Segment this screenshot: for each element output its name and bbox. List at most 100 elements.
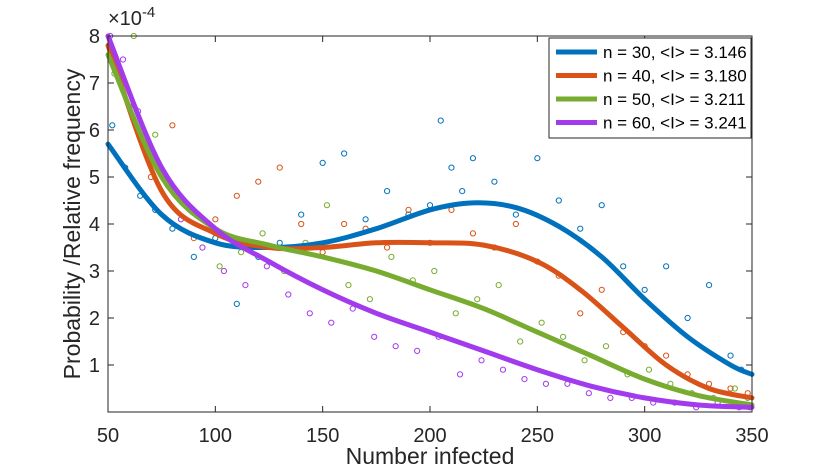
- scatter-point-series-3: [216, 263, 223, 270]
- scatter-point-series-2: [512, 220, 519, 228]
- scatter-point-series-4: [285, 291, 292, 298]
- scatter-point-series-4: [119, 56, 127, 63]
- scatter-point-series-1: [448, 164, 455, 171]
- scatter-point-series-4: [242, 282, 249, 289]
- scatter-point-series-3: [645, 366, 653, 373]
- scatter-point-series-2: [727, 385, 734, 392]
- scatter-point-series-4: [607, 394, 614, 401]
- scatter-point-series-2: [233, 192, 240, 199]
- scatter-point-series-1: [641, 286, 648, 293]
- y-axis-label: Probability /Relative frequency: [59, 68, 85, 379]
- x-tick-label: 200: [413, 425, 446, 447]
- ticks-layer: 50 100 150 200 250 300 350 1 2 3 4 5 6 7 8: [89, 26, 769, 447]
- scatter-point-series-3: [517, 338, 524, 345]
- scatter-point-series-3: [495, 282, 502, 289]
- scatter-point-series-2: [405, 206, 412, 213]
- scatter-point-series-3: [474, 296, 481, 303]
- scatter-point-series-3: [452, 310, 459, 317]
- fit-curve-series-1: [105, 141, 755, 377]
- scatter-point-series-4: [328, 319, 335, 326]
- scatter-point-series-3: [602, 343, 610, 350]
- scatter-point-series-3: [366, 296, 373, 303]
- legend-label-series-4: n = 60, <I> = 3.241: [603, 114, 747, 133]
- legend-label-series-2: n = 40, <I> = 3.180: [603, 67, 747, 86]
- scatter-point-series-3: [581, 357, 588, 364]
- scatter-point-series-3: [323, 202, 331, 209]
- x-tick-label: 350: [735, 425, 768, 447]
- legend-label-series-1: n = 30, <I> = 3.146: [603, 43, 747, 62]
- scatter-point-series-2: [598, 286, 605, 293]
- scatter-point-series-2: [341, 220, 348, 228]
- x-tick-label: 250: [521, 425, 554, 447]
- scatter-point-series-3: [388, 253, 395, 260]
- scatter-point-series-2: [469, 230, 477, 237]
- y-tick-label: 4: [89, 214, 100, 236]
- fit-curve-series-2: [105, 42, 755, 401]
- y-axis-exponent-power: -4: [142, 4, 155, 21]
- scatter-point-series-1: [190, 253, 197, 260]
- scatter-point-series-2: [255, 178, 262, 185]
- scatter-point-series-3: [345, 282, 352, 289]
- x-axis-label: Number infected: [346, 443, 515, 465]
- scatter-point-series-3: [431, 267, 438, 275]
- legend-label-series-3: n = 50, <I> = 3.211: [603, 90, 745, 109]
- x-tick-label: 300: [628, 425, 661, 447]
- scatter-point-series-1: [341, 150, 348, 157]
- scatter-point-series-1: [469, 155, 477, 162]
- scatter-point-series-3: [731, 385, 738, 392]
- scatter-point-series-3: [152, 131, 159, 138]
- scatter-point-series-1: [491, 178, 498, 185]
- scatter-point-series-1: [705, 282, 713, 289]
- scatter-point-series-4: [542, 380, 550, 387]
- scatter-point-series-1: [319, 159, 326, 166]
- scatter-point-series-4: [199, 244, 206, 251]
- scatter-point-series-4: [306, 310, 313, 317]
- fit-curve-series-3: [105, 52, 755, 408]
- scatter-point-series-4: [263, 263, 270, 270]
- scatter-point-series-4: [456, 371, 464, 378]
- scatter-point-series-4: [585, 390, 592, 397]
- scatter-point-series-3: [538, 319, 545, 326]
- scatter-point-series-1: [598, 202, 605, 209]
- scatter-point-series-1: [383, 188, 391, 195]
- y-tick-label: 2: [89, 308, 100, 330]
- scatter-point-series-1: [512, 211, 519, 218]
- scatter-point-series-4: [499, 366, 507, 373]
- scatter-point-series-2: [448, 206, 455, 213]
- scatter-point-series-1: [437, 117, 444, 124]
- y-tick-label: 3: [89, 261, 100, 283]
- y-axis-exponent-base: ×10: [108, 8, 142, 30]
- scatter-point-series-1: [663, 263, 670, 270]
- scatter-point-series-2: [383, 244, 391, 251]
- scatter-point-series-2: [276, 164, 283, 171]
- scatter-point-series-2: [298, 220, 305, 228]
- scatter-point-series-1: [555, 197, 562, 204]
- y-tick-label: 7: [89, 73, 100, 95]
- y-tick-label: 5: [89, 167, 100, 189]
- scatter-point-series-1: [276, 239, 283, 246]
- scatter-point-series-2: [212, 216, 219, 223]
- scatter-point-series-1: [534, 155, 541, 162]
- scatter-point-series-3: [259, 230, 266, 237]
- scatter-point-series-3: [559, 333, 567, 340]
- fit-curves-layer: [105, 33, 755, 410]
- scatter-point-series-1: [298, 211, 305, 218]
- legend: n = 30, <I> = 3.146 n = 40, <I> = 3.180 n …: [548, 37, 752, 139]
- y-tick-label: 8: [89, 26, 100, 48]
- scatter-point-series-1: [233, 300, 240, 307]
- scatter-point-series-4: [521, 376, 528, 383]
- scatter-point-series-1: [620, 263, 627, 270]
- y-axis-exponent: ×10-4: [108, 4, 155, 30]
- x-tick-label: 100: [199, 425, 232, 447]
- scatter-point-series-1: [109, 122, 116, 129]
- scatter-point-series-1: [362, 216, 369, 223]
- scatter-point-series-4: [392, 343, 399, 350]
- x-tick-label: 50: [97, 425, 119, 447]
- x-tick-label: 150: [306, 425, 339, 447]
- scatter-point-series-2: [577, 310, 584, 317]
- y-tick-label: 6: [89, 120, 100, 142]
- scatter-point-series-1: [684, 314, 691, 322]
- scatter-point-series-2: [663, 352, 670, 359]
- scatter-point-series-4: [414, 347, 421, 354]
